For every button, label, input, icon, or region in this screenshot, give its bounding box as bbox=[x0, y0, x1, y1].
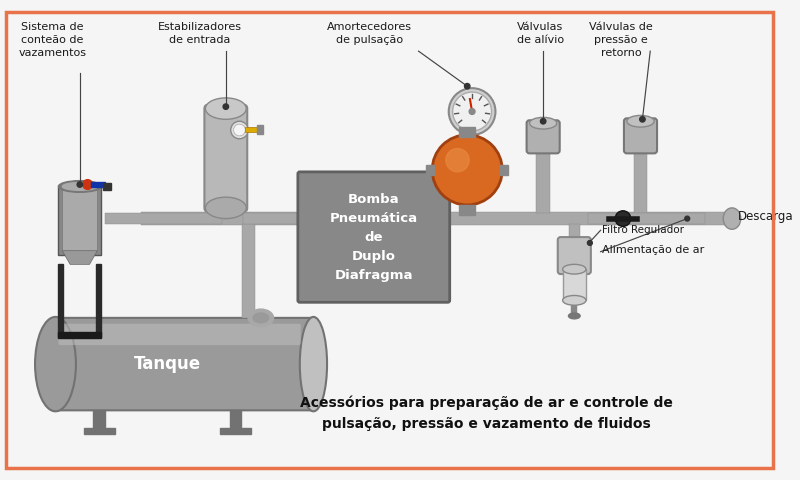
Circle shape bbox=[223, 104, 229, 109]
FancyBboxPatch shape bbox=[58, 324, 301, 345]
Bar bbox=[500, 165, 508, 175]
Text: Estabilizadores
de entrada: Estabilizadores de entrada bbox=[158, 22, 242, 45]
Bar bbox=[91, 181, 105, 187]
Text: Descarga: Descarga bbox=[738, 210, 794, 223]
Bar bbox=[141, 212, 735, 225]
Bar bbox=[58, 333, 102, 338]
Circle shape bbox=[453, 92, 491, 131]
Ellipse shape bbox=[562, 264, 586, 274]
FancyBboxPatch shape bbox=[624, 119, 657, 154]
Bar bbox=[459, 205, 475, 215]
Circle shape bbox=[587, 240, 592, 245]
Bar bbox=[220, 428, 251, 434]
Bar bbox=[103, 182, 111, 191]
FancyBboxPatch shape bbox=[526, 120, 560, 154]
Ellipse shape bbox=[206, 197, 246, 218]
FancyBboxPatch shape bbox=[298, 172, 450, 302]
Bar bbox=[462, 213, 472, 215]
Ellipse shape bbox=[62, 182, 98, 191]
Bar bbox=[96, 264, 102, 337]
Bar bbox=[242, 225, 254, 318]
Bar bbox=[94, 410, 105, 432]
Bar bbox=[569, 225, 580, 240]
Text: Acessórios para preparação de ar e controle de
pulsação, pressão e vazamento de : Acessórios para preparação de ar e contr… bbox=[300, 396, 673, 431]
Bar bbox=[588, 213, 705, 225]
Bar bbox=[536, 147, 550, 213]
Circle shape bbox=[82, 180, 93, 190]
Ellipse shape bbox=[248, 309, 274, 326]
Polygon shape bbox=[62, 251, 98, 264]
Text: Bomba
Pneumática
de
Duplo
Diafragma: Bomba Pneumática de Duplo Diafragma bbox=[330, 192, 418, 282]
FancyBboxPatch shape bbox=[558, 237, 591, 274]
Ellipse shape bbox=[300, 317, 327, 411]
Circle shape bbox=[615, 211, 630, 227]
Bar bbox=[84, 428, 115, 434]
Bar bbox=[62, 191, 98, 251]
Ellipse shape bbox=[627, 115, 654, 127]
Bar bbox=[58, 186, 102, 254]
FancyBboxPatch shape bbox=[205, 105, 247, 212]
Text: Alimentação de ar: Alimentação de ar bbox=[602, 245, 704, 255]
Circle shape bbox=[541, 119, 546, 124]
Ellipse shape bbox=[206, 98, 246, 120]
Ellipse shape bbox=[530, 117, 557, 129]
Text: Válvulas
de alívio: Válvulas de alívio bbox=[517, 22, 564, 45]
Bar bbox=[257, 125, 263, 134]
Bar bbox=[246, 127, 259, 132]
Ellipse shape bbox=[253, 313, 269, 323]
Bar bbox=[571, 304, 578, 316]
Text: Tanque: Tanque bbox=[134, 355, 201, 373]
Bar bbox=[105, 213, 222, 225]
Circle shape bbox=[446, 148, 469, 172]
Ellipse shape bbox=[562, 296, 586, 305]
Text: Amortecedores
de pulsação: Amortecedores de pulsação bbox=[327, 22, 412, 45]
Ellipse shape bbox=[723, 208, 741, 229]
Bar bbox=[459, 127, 475, 137]
Bar bbox=[58, 264, 63, 337]
Text: Filtro Regulador: Filtro Regulador bbox=[602, 225, 683, 235]
Bar bbox=[562, 269, 586, 300]
Circle shape bbox=[230, 121, 248, 139]
Circle shape bbox=[640, 117, 645, 122]
Circle shape bbox=[685, 216, 690, 221]
Circle shape bbox=[469, 108, 475, 114]
Bar bbox=[243, 213, 300, 225]
Bar bbox=[634, 147, 647, 213]
Bar bbox=[230, 410, 242, 432]
Circle shape bbox=[449, 88, 495, 135]
Ellipse shape bbox=[35, 317, 76, 411]
Circle shape bbox=[432, 135, 502, 205]
Text: Sistema de
conteão de
vazamentos: Sistema de conteão de vazamentos bbox=[18, 22, 86, 58]
FancyBboxPatch shape bbox=[55, 318, 314, 410]
Bar bbox=[220, 213, 232, 216]
Bar bbox=[426, 165, 434, 175]
Text: Válvulas de
pressão e
retorno: Válvulas de pressão e retorno bbox=[589, 22, 653, 58]
Circle shape bbox=[77, 182, 82, 187]
Circle shape bbox=[234, 124, 246, 136]
Ellipse shape bbox=[58, 180, 102, 192]
Circle shape bbox=[465, 84, 470, 89]
Bar bbox=[463, 135, 471, 157]
Ellipse shape bbox=[569, 313, 580, 319]
